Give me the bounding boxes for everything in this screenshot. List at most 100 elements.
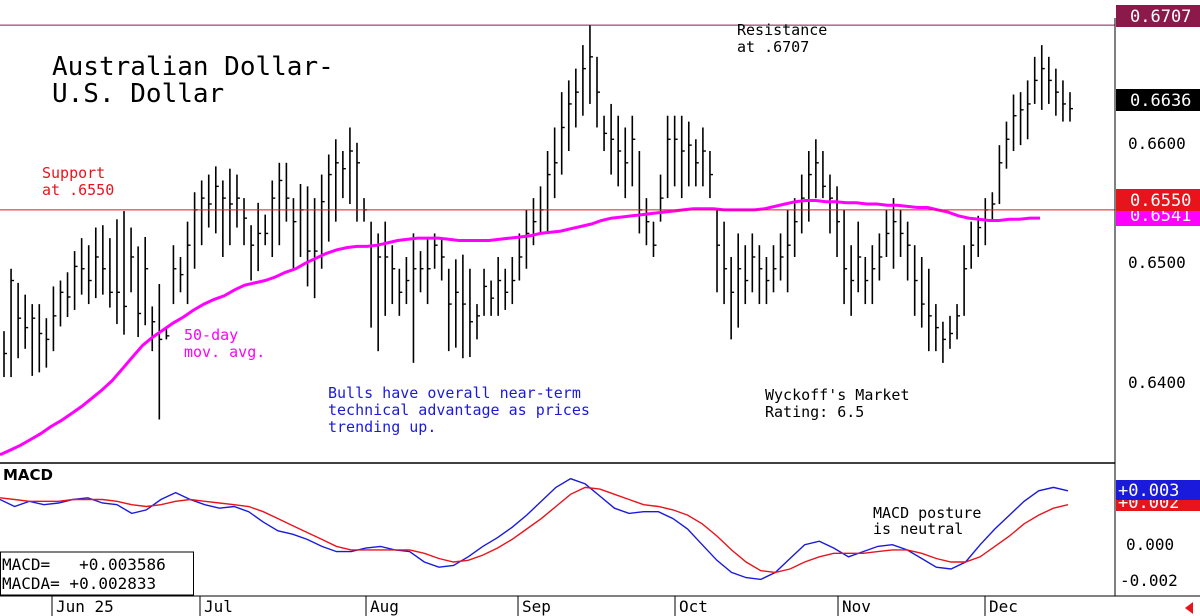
- price-bar: [878, 233, 883, 281]
- price-bar: [186, 221, 191, 305]
- price-bar: [264, 214, 269, 246]
- price-bar: [702, 127, 706, 187]
- price-bar: [920, 256, 925, 328]
- price-bar: [942, 321, 946, 363]
- price-bar: [342, 151, 346, 199]
- price-bar: [327, 154, 332, 242]
- price-bar: [596, 56, 601, 128]
- price-bar: [102, 225, 106, 295]
- price-bar: [356, 142, 360, 222]
- price-bar: [10, 268, 15, 378]
- price-bar: [935, 304, 939, 352]
- price-bar: [3, 331, 7, 378]
- price-bar: [200, 180, 205, 246]
- price-bar: [1005, 121, 1010, 169]
- price-bar: [1019, 92, 1024, 146]
- price-bar: [504, 268, 509, 310]
- price-bar: [1012, 94, 1017, 152]
- price-bar: [864, 256, 869, 305]
- price-bar: [207, 174, 212, 228]
- price-bar: [1055, 68, 1059, 116]
- x-month-label: Aug: [370, 597, 399, 616]
- price-bar: [66, 272, 71, 318]
- price-bar: [582, 45, 586, 116]
- note-line-2: technical advantage as prices: [328, 401, 590, 419]
- price-bar: [497, 256, 502, 316]
- price-bar: [306, 186, 311, 287]
- y-tick-label: 0.6400: [1128, 373, 1186, 392]
- price-bar: [673, 115, 678, 187]
- ma-label-line-1: 50-day: [184, 326, 238, 344]
- price-bar: [603, 115, 608, 152]
- price-bar: [716, 209, 721, 293]
- price-bar: [165, 327, 170, 340]
- price-bar: [80, 238, 85, 295]
- price-bar: [666, 115, 671, 199]
- price-bar: [949, 315, 953, 349]
- price-bar: [532, 198, 537, 246]
- price-bar: [349, 127, 353, 205]
- price-bar: [744, 245, 749, 305]
- x-month-label: Dec: [989, 597, 1018, 616]
- price-bar: [384, 221, 389, 316]
- price-bar: [822, 151, 826, 199]
- price-bar: [928, 268, 932, 352]
- price-bar: [52, 286, 57, 352]
- price-bar: [391, 245, 396, 305]
- price-bar: [313, 198, 318, 299]
- price-bar: [236, 174, 240, 228]
- price-bar: [476, 304, 480, 340]
- price-bar: [137, 246, 142, 338]
- resistance-label-line-1: Resistance: [737, 21, 827, 39]
- price-bar: [567, 80, 572, 152]
- price-bar: [419, 251, 424, 293]
- macd-readout-line-1: MACD= +0.003586: [2, 555, 166, 574]
- price-bar: [24, 294, 29, 349]
- price-bar: [829, 174, 833, 234]
- x-month-label: Sep: [522, 597, 551, 616]
- price-bar: [214, 166, 219, 234]
- price-bar: [680, 115, 685, 199]
- price-bar: [765, 256, 770, 305]
- price-bar: [652, 221, 657, 257]
- macd-readout-box: [0, 551, 194, 596]
- x-month-label: Nov: [842, 597, 871, 616]
- price-bar: [998, 145, 1003, 205]
- scroll-left-arrow-icon[interactable]: [1185, 602, 1193, 614]
- price-bar: [631, 115, 636, 187]
- price-bar: [730, 256, 735, 340]
- price-bar: [130, 227, 135, 293]
- chart-title-line-1: Australian Dollar-: [52, 52, 334, 82]
- macd-annotation-line-2: is neutral: [873, 520, 963, 538]
- price-bar: [1033, 56, 1038, 104]
- price-tag-last-text: 0.6636: [1130, 91, 1191, 111]
- price-bar: [462, 254, 466, 359]
- price-bar: [885, 209, 890, 257]
- y-tick-label: 0.6500: [1128, 253, 1186, 272]
- price-bar: [31, 304, 36, 376]
- price-bar: [17, 282, 22, 359]
- macd-y-tick-label: -0.002: [1120, 571, 1178, 590]
- price-bar: [440, 239, 445, 281]
- price-bar: [624, 127, 629, 199]
- resistance-label-line-2: at .6707: [737, 38, 809, 56]
- price-bar: [1048, 56, 1052, 104]
- macd-lines: [0, 477, 1069, 581]
- price-bar: [991, 192, 996, 222]
- price-bar: [158, 284, 163, 420]
- price-tag-resistance: [1116, 5, 1200, 27]
- price-bar: [779, 233, 784, 281]
- price-bar: [320, 174, 325, 269]
- price-bar: [687, 121, 692, 187]
- price-bar: [455, 259, 459, 348]
- price-bar: [179, 256, 184, 293]
- price-bar: [243, 198, 248, 246]
- price-bar: [59, 280, 64, 327]
- moving-average: [0, 199, 1040, 457]
- ma-line: [0, 199, 1040, 457]
- price-bar: [751, 233, 756, 293]
- macd-y-tick-label: 0.000: [1126, 535, 1174, 554]
- price-bar: [610, 103, 615, 175]
- price-bar: [377, 233, 382, 352]
- price-bar: [970, 221, 975, 269]
